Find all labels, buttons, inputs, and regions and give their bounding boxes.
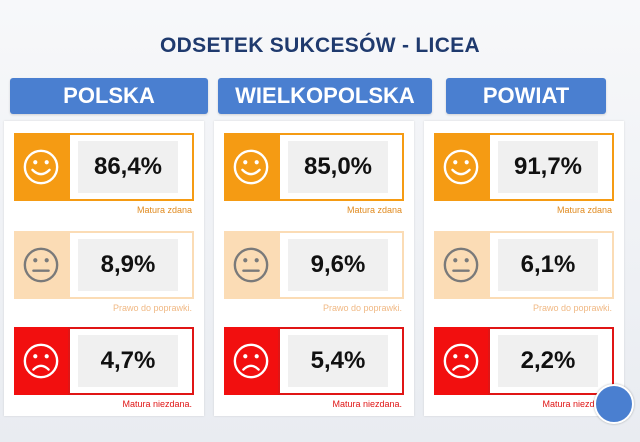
percent-value: 86,4%: [78, 141, 178, 193]
percent-value: 5,4%: [288, 335, 388, 387]
happy-face-icon: [224, 133, 278, 201]
percent-value: 91,7%: [498, 141, 598, 193]
result-card-failed: 2,2% Matura niezdana.: [434, 327, 614, 409]
card-caption: Matura zdana: [346, 205, 402, 215]
sad-face-icon: [14, 327, 68, 395]
happy-face-icon: [14, 133, 68, 201]
sad-face-icon: [434, 327, 488, 395]
card-caption: Prawo do poprawki.: [112, 303, 192, 313]
card-caption: Matura niezdana.: [122, 399, 192, 409]
slide-nav-circle[interactable]: [594, 384, 634, 424]
card-caption: Prawo do poprawki.: [322, 303, 402, 313]
card-caption: Matura niezdana.: [542, 399, 612, 409]
card-caption: Prawo do poprawki.: [532, 303, 612, 313]
header-powiat: POWIAT: [446, 78, 606, 114]
card-caption: Matura zdana: [556, 205, 612, 215]
column-powiat: 91,7% Matura zdana 6,1% Prawo do poprawk…: [424, 121, 624, 416]
percent-value: 6,1%: [498, 239, 598, 291]
sad-face-icon: [224, 327, 278, 395]
percent-value: 2,2%: [498, 335, 598, 387]
result-card-passed: 85,0% Matura zdana: [224, 133, 404, 215]
header-wielkopolska: WIELKOPOLSKA: [218, 78, 432, 114]
column-polska: 86,4% Matura zdana 8,9% Prawo do poprawk…: [4, 121, 204, 416]
happy-face-icon: [434, 133, 488, 201]
result-card-retake: 9,6% Prawo do poprawki.: [224, 231, 404, 313]
neutral-face-icon: [224, 231, 278, 299]
result-card-retake: 6,1% Prawo do poprawki.: [434, 231, 614, 313]
percent-value: 9,6%: [288, 239, 388, 291]
percent-value: 4,7%: [78, 335, 178, 387]
percent-value: 8,9%: [78, 239, 178, 291]
result-card-passed: 91,7% Matura zdana: [434, 133, 614, 215]
header-polska: POLSKA: [10, 78, 208, 114]
card-caption: Matura zdana: [136, 205, 192, 215]
column-wielkopolska: 85,0% Matura zdana 9,6% Prawo do poprawk…: [214, 121, 414, 416]
neutral-face-icon: [14, 231, 68, 299]
card-caption: Matura niezdana.: [332, 399, 402, 409]
page-title: ODSETEK SUKCESÓW - LICEA: [160, 34, 480, 57]
result-card-failed: 4,7% Matura niezdana.: [14, 327, 194, 409]
result-card-retake: 8,9% Prawo do poprawki.: [14, 231, 194, 313]
percent-value: 85,0%: [288, 141, 388, 193]
result-card-failed: 5,4% Matura niezdana.: [224, 327, 404, 409]
result-card-passed: 86,4% Matura zdana: [14, 133, 194, 215]
neutral-face-icon: [434, 231, 488, 299]
